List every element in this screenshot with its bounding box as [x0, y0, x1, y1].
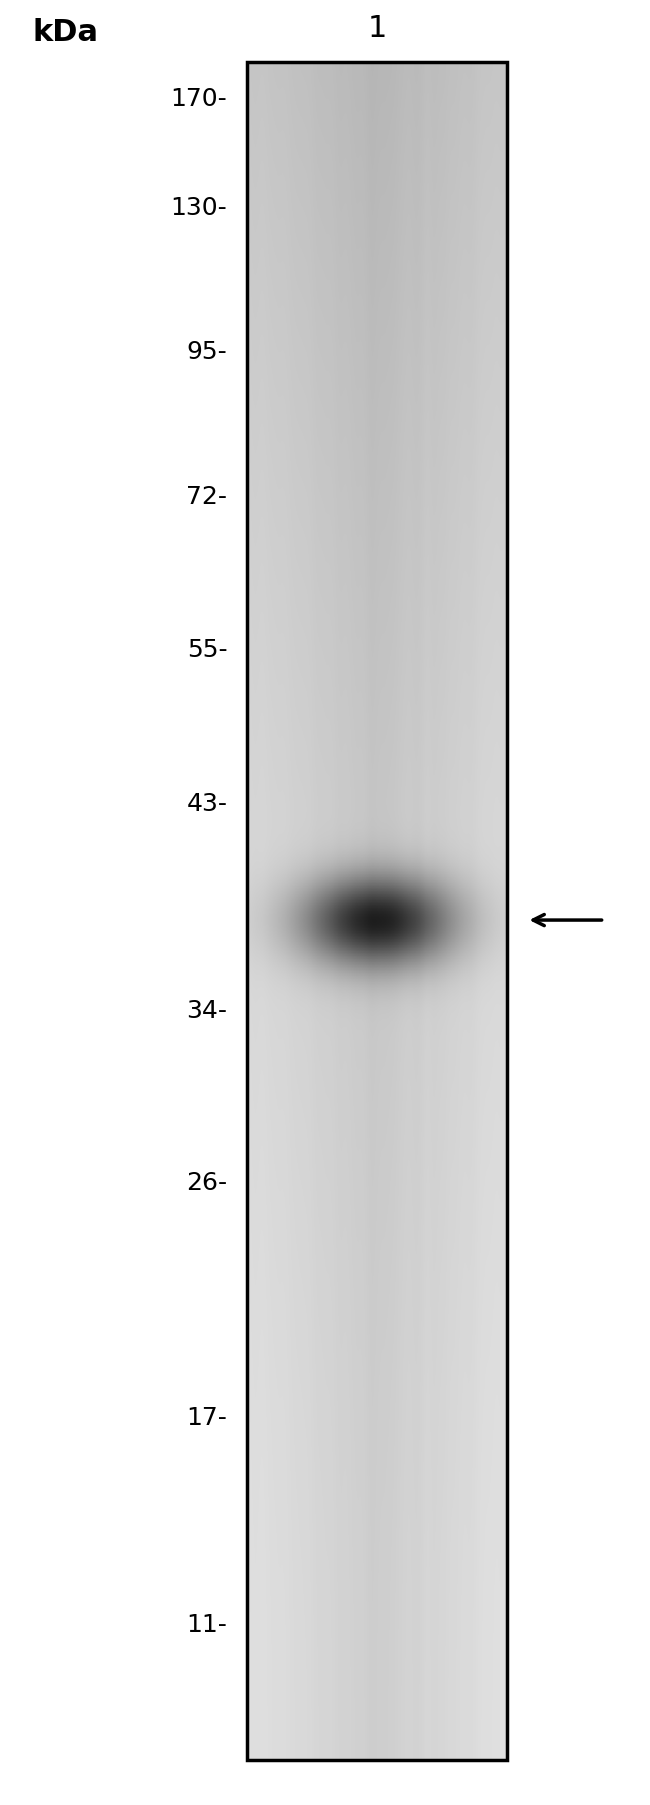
Text: 34-: 34- [187, 998, 228, 1023]
Bar [247, 63, 507, 1760]
Text: 17-: 17- [187, 1404, 228, 1430]
Text: 72-: 72- [187, 484, 228, 509]
Text: 11-: 11- [187, 1612, 228, 1637]
Text: 170-: 170- [171, 87, 228, 112]
Text: 130-: 130- [171, 195, 228, 220]
Text: 95-: 95- [187, 339, 228, 365]
Text: 26-: 26- [187, 1170, 228, 1195]
Text: 55-: 55- [187, 637, 228, 662]
Text: kDa: kDa [32, 18, 99, 47]
Text: 1: 1 [367, 14, 387, 43]
Text: 43-: 43- [187, 791, 228, 816]
